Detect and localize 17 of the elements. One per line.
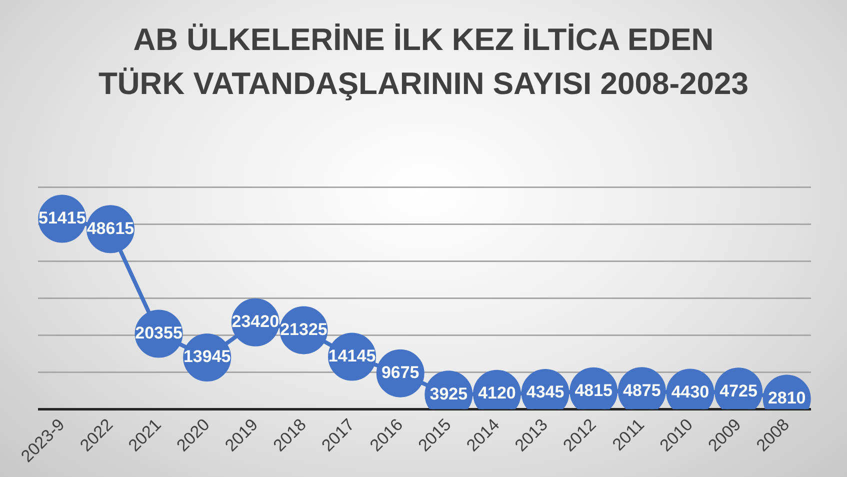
data-label: 23420 bbox=[232, 312, 280, 332]
data-label: 9675 bbox=[381, 363, 420, 382]
data-label: 4120 bbox=[478, 384, 516, 403]
data-label: 3925 bbox=[430, 384, 468, 404]
data-label: 4875 bbox=[622, 380, 661, 400]
data-label: 4345 bbox=[526, 382, 564, 402]
data-label: 14145 bbox=[328, 346, 376, 366]
data-label: 48615 bbox=[86, 218, 134, 238]
data-label: 4815 bbox=[574, 381, 613, 400]
data-label: 2810 bbox=[768, 388, 806, 408]
data-label: 13945 bbox=[183, 347, 231, 366]
data-label: 20355 bbox=[135, 323, 182, 342]
data-label: 4725 bbox=[720, 381, 758, 400]
data-label: 4430 bbox=[671, 382, 710, 402]
chart-title: AB ÜLKELERİNE İLK KEZ İLTİCA EDEN TÜRK VATANDAŞLARININ SAYISI 2008-2023 bbox=[97, 21, 750, 103]
data-label: 21325 bbox=[280, 320, 328, 339]
data-label: 51415 bbox=[38, 208, 86, 228]
